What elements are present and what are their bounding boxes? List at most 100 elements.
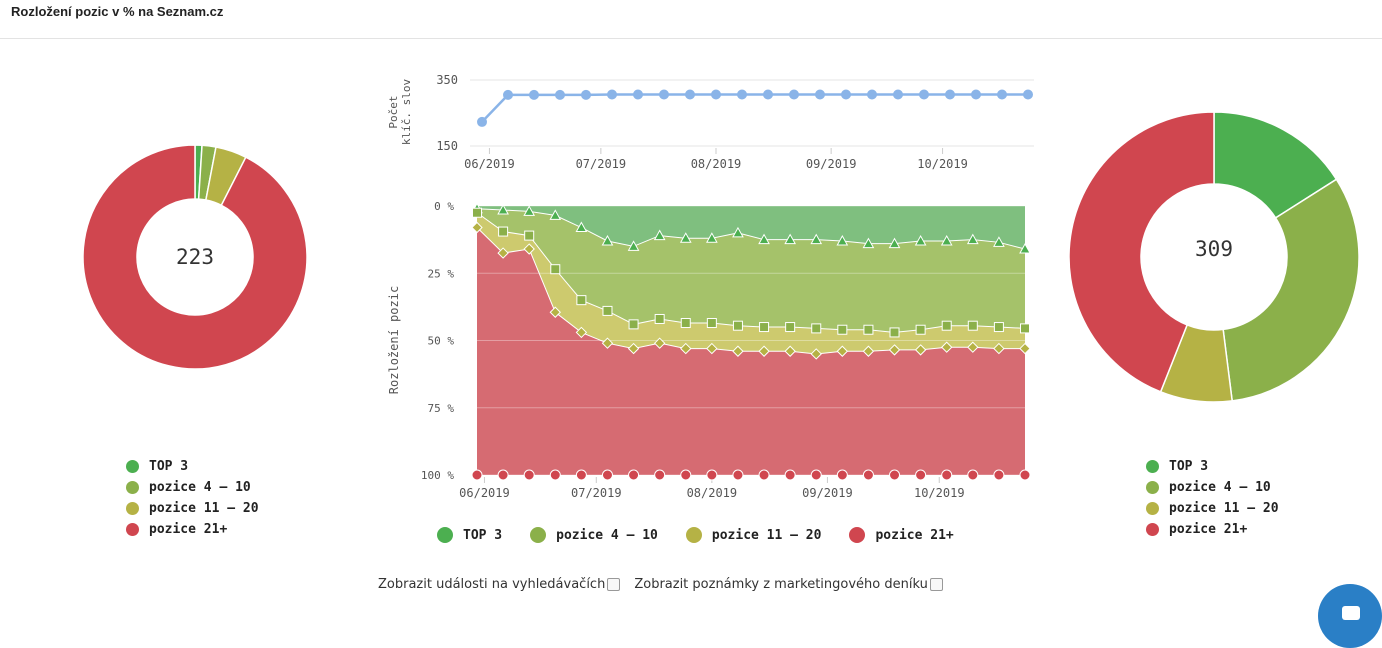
marker-top3[interactable] bbox=[523, 205, 536, 216]
marker-pos11-20[interactable] bbox=[784, 345, 796, 357]
marker-top3[interactable] bbox=[888, 237, 901, 249]
keyword-count-point[interactable] bbox=[581, 89, 591, 100]
marker-pos21[interactable] bbox=[810, 469, 822, 481]
marker-pos21[interactable] bbox=[889, 469, 901, 481]
marker-pos4-10[interactable] bbox=[550, 264, 561, 275]
marker-pos21[interactable] bbox=[523, 469, 535, 481]
marker-pos21[interactable] bbox=[471, 469, 483, 481]
chat-button[interactable] bbox=[1318, 584, 1382, 648]
marker-pos21[interactable] bbox=[680, 469, 692, 481]
donut-slice-2[interactable] bbox=[1222, 178, 1360, 402]
marker-pos21[interactable] bbox=[732, 469, 744, 481]
marker-pos11-20[interactable] bbox=[888, 344, 901, 356]
donut-slice-4[interactable] bbox=[82, 144, 308, 370]
keyword-count-point[interactable] bbox=[841, 89, 851, 100]
marker-pos21[interactable] bbox=[575, 469, 587, 481]
marker-pos4-10[interactable] bbox=[706, 318, 717, 329]
marker-pos4-10[interactable] bbox=[680, 318, 691, 329]
marker-pos11-20[interactable] bbox=[575, 326, 588, 339]
marker-pos11-20[interactable] bbox=[627, 342, 640, 355]
marker-top3[interactable] bbox=[914, 234, 927, 246]
series-toggle-top3[interactable]: TOP 3 bbox=[437, 525, 502, 546]
marker-pos21[interactable] bbox=[862, 469, 874, 481]
keyword-count-point[interactable] bbox=[529, 89, 539, 100]
marker-pos11-20[interactable] bbox=[1019, 342, 1031, 355]
marker-top3[interactable] bbox=[601, 234, 614, 246]
keyword-count-point[interactable] bbox=[997, 89, 1007, 100]
marker-pos21[interactable] bbox=[706, 469, 718, 481]
series-toggle-pos21[interactable]: pozice 21+ bbox=[849, 525, 954, 546]
marker-top3[interactable] bbox=[627, 240, 640, 251]
marker-pos4-10[interactable] bbox=[732, 320, 743, 331]
keyword-count-point[interactable] bbox=[737, 89, 747, 100]
marker-pos21[interactable] bbox=[601, 469, 613, 481]
marker-pos4-10[interactable] bbox=[889, 327, 900, 338]
marker-pos21[interactable] bbox=[967, 469, 979, 481]
marker-pos4-10[interactable] bbox=[654, 313, 665, 324]
marker-pos4-10[interactable] bbox=[863, 324, 874, 335]
marker-pos21[interactable] bbox=[993, 469, 1005, 481]
keyword-count-point[interactable] bbox=[685, 89, 695, 100]
marker-pos21[interactable] bbox=[758, 469, 770, 481]
marker-top3[interactable] bbox=[653, 229, 666, 241]
marker-pos11-20[interactable] bbox=[914, 344, 927, 356]
marker-pos4-10[interactable] bbox=[602, 305, 613, 316]
marker-top3[interactable] bbox=[993, 236, 1005, 247]
keyword-count-point[interactable] bbox=[815, 89, 825, 100]
marker-pos4-10[interactable] bbox=[967, 320, 978, 331]
marker-pos11-20[interactable] bbox=[549, 306, 561, 318]
marker-pos11-20[interactable] bbox=[993, 342, 1005, 355]
marker-pos4-10[interactable] bbox=[628, 319, 639, 330]
marker-pos4-10[interactable] bbox=[915, 324, 926, 335]
keyword-count-point[interactable] bbox=[633, 89, 643, 100]
marker-pos11-20[interactable] bbox=[758, 345, 770, 357]
keyword-count-point[interactable] bbox=[503, 89, 513, 100]
marker-pos4-10[interactable] bbox=[993, 322, 1004, 333]
marker-pos21[interactable] bbox=[836, 469, 848, 481]
marker-pos11-20[interactable] bbox=[680, 342, 692, 355]
keyword-count-point[interactable] bbox=[893, 89, 903, 100]
marker-top3[interactable] bbox=[862, 237, 875, 249]
keyword-count-point[interactable] bbox=[659, 89, 669, 100]
marker-pos11-20[interactable] bbox=[471, 221, 483, 234]
keyword-count-point[interactable] bbox=[1023, 89, 1033, 100]
marker-pos11-20[interactable] bbox=[836, 345, 849, 357]
marker-pos11-20[interactable] bbox=[601, 337, 614, 349]
donut-slice-4[interactable] bbox=[1068, 111, 1215, 393]
notes-checkbox[interactable] bbox=[929, 577, 943, 591]
marker-top3[interactable] bbox=[575, 221, 588, 233]
marker-pos4-10[interactable] bbox=[837, 324, 848, 335]
notes-option[interactable]: Zobrazit poznámky z marketingového deník… bbox=[634, 577, 943, 592]
keyword-count-point[interactable] bbox=[789, 89, 799, 100]
marker-top3[interactable] bbox=[758, 233, 770, 245]
keyword-count-point[interactable] bbox=[867, 89, 877, 100]
marker-top3[interactable] bbox=[1019, 243, 1031, 254]
marker-top3[interactable] bbox=[679, 232, 692, 243]
marker-top3[interactable] bbox=[940, 234, 953, 246]
marker-top3[interactable] bbox=[784, 233, 796, 245]
marker-pos21[interactable] bbox=[941, 469, 953, 481]
marker-pos11-20[interactable] bbox=[967, 341, 979, 353]
marker-pos4-10[interactable] bbox=[785, 322, 796, 333]
marker-pos21[interactable] bbox=[915, 469, 927, 481]
marker-pos4-10[interactable] bbox=[941, 320, 952, 331]
marker-top3[interactable] bbox=[966, 233, 979, 245]
marker-top3[interactable] bbox=[732, 226, 744, 238]
marker-pos21[interactable] bbox=[654, 469, 666, 481]
marker-pos11-20[interactable] bbox=[653, 337, 666, 349]
marker-pos21[interactable] bbox=[497, 469, 509, 481]
marker-pos21[interactable] bbox=[1019, 469, 1031, 481]
keyword-count-point[interactable] bbox=[919, 89, 929, 100]
events-option[interactable]: Zobrazit události na vyhledávačích bbox=[378, 577, 621, 592]
marker-pos4-10[interactable] bbox=[576, 295, 587, 306]
marker-pos21[interactable] bbox=[628, 469, 640, 481]
marker-pos4-10[interactable] bbox=[524, 230, 535, 241]
marker-top3[interactable] bbox=[706, 232, 718, 243]
marker-pos11-20[interactable] bbox=[523, 243, 535, 255]
events-checkbox[interactable] bbox=[607, 577, 621, 591]
marker-top3[interactable] bbox=[549, 209, 562, 220]
marker-top3[interactable] bbox=[497, 204, 509, 215]
keyword-count-point[interactable] bbox=[971, 89, 981, 100]
marker-pos11-20[interactable] bbox=[941, 341, 953, 353]
marker-top3[interactable] bbox=[836, 234, 849, 246]
